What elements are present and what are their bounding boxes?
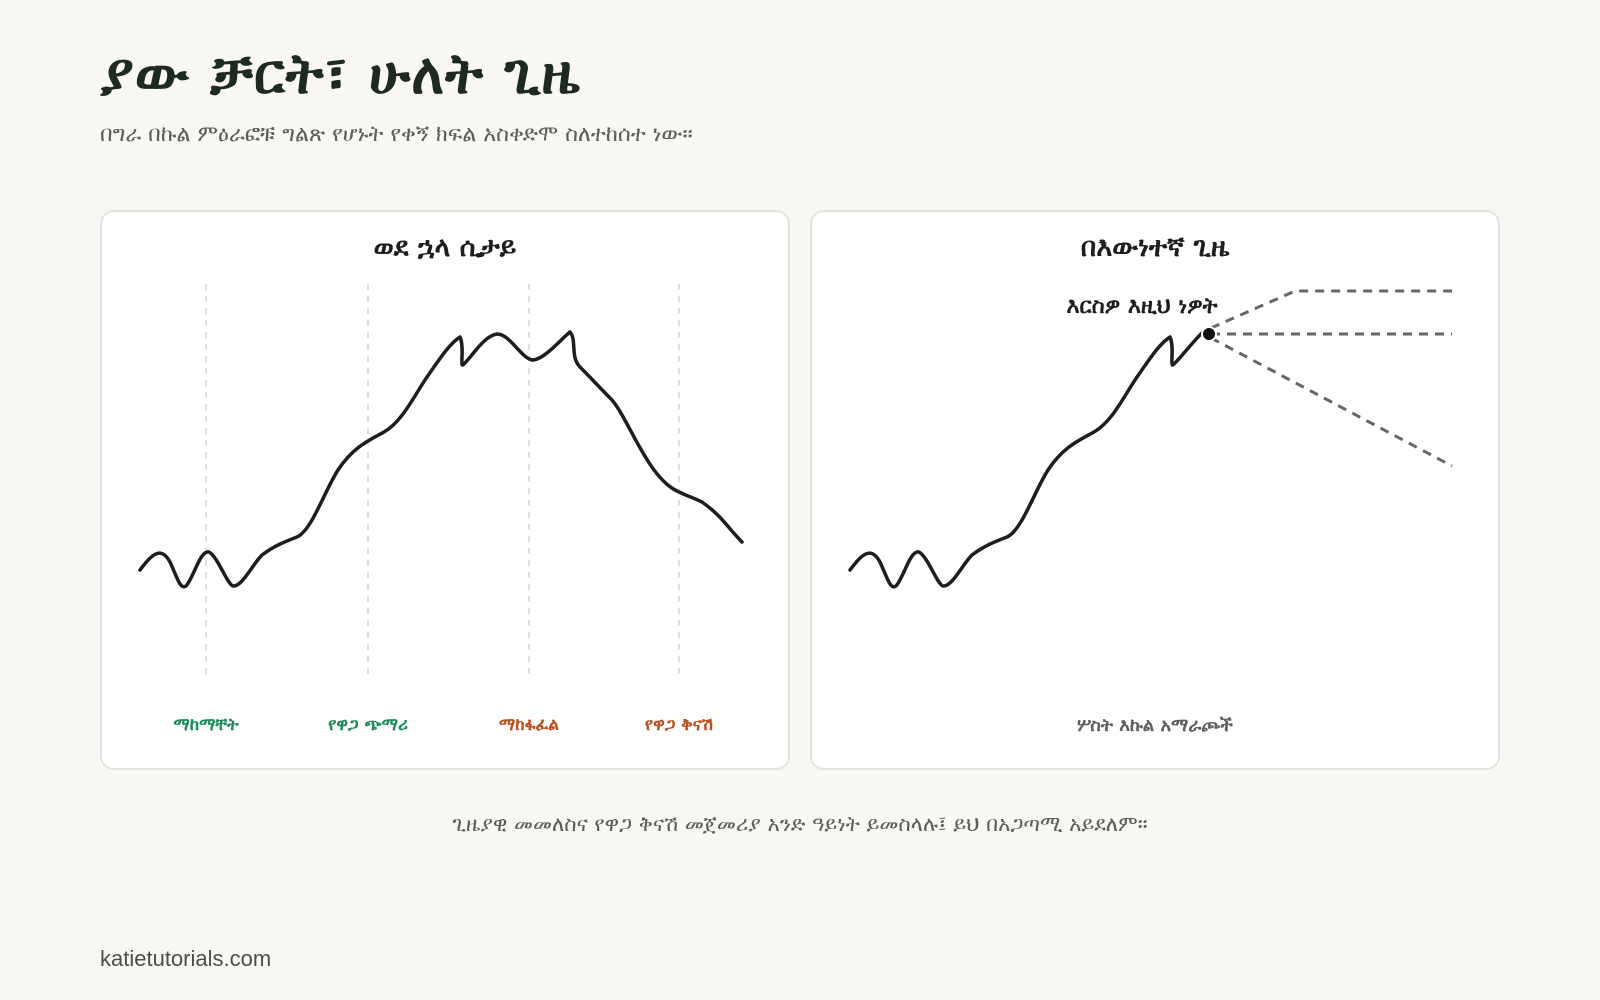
phase-label-markdown: የዋጋ ቅናሽ — [644, 715, 714, 735]
realtime-panel-title: በእውነተኛ ጊዜ — [1080, 232, 1230, 263]
realtime-panel: በእውነተኛ ጊዜ እርስዎ እዚህ ነዎት ሦስት እኩል አማራጮች — [810, 210, 1500, 770]
realtime-chart — [848, 289, 1453, 589]
caption: ጊዜያዊ መመለስና የዋጋ ቅናሽ መጀመሪያ አንድ ዓይነት ይመስላሉ፤… — [452, 812, 1148, 836]
page-title: ያው ቻርት፣ ሁለት ጊዜ — [100, 42, 581, 107]
phase-label-markup: የዋጋ ጭማሪ — [328, 715, 408, 735]
page-subtitle: በግራ በኩል ምዕራፎቹ ግልጽ የሆኑት የቀኝ ክፍል አስቀድሞ ስለተ… — [100, 122, 693, 147]
future-path-up — [1210, 289, 1452, 330]
current-position-marker — [1201, 326, 1217, 342]
phase-label-distribution: ማከፋፈል — [498, 715, 560, 735]
hindsight-chart — [138, 284, 744, 676]
price-path — [138, 330, 744, 589]
price-path — [848, 327, 1208, 589]
outcomes-label: ሦስት እኩል አማራጮች — [1077, 715, 1233, 736]
future-path-down — [1210, 336, 1453, 468]
phase-label-accumulation: ማከማቸት — [173, 715, 239, 735]
you-are-here-label: እርስዎ እዚህ ነዎት — [1066, 294, 1218, 319]
hindsight-panel-title: ወደ ኋላ ሲታይ — [373, 232, 517, 263]
footer-site-link[interactable]: katietutorials.com — [100, 946, 272, 971]
hindsight-panel: ወደ ኋላ ሲታይ ማከማቸት የዋጋ ጭማሪ ማከፋፈል የዋጋ ቅናሽ — [100, 210, 790, 770]
